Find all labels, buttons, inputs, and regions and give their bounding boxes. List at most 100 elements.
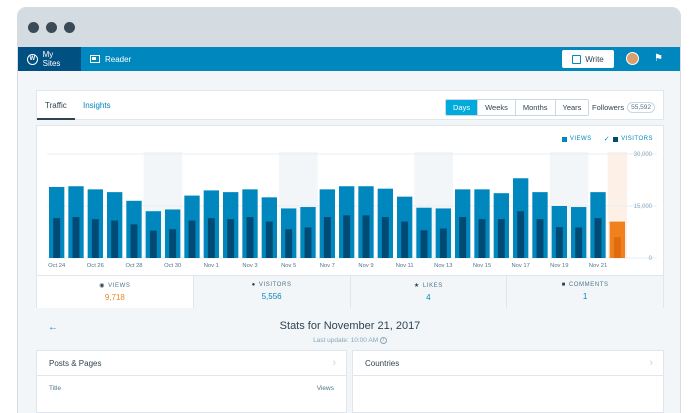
summary-views-value: 9,718 [104, 293, 125, 302]
visitors-bar [53, 218, 61, 258]
avatar[interactable] [626, 52, 639, 65]
legend-visitors[interactable]: ✓ VISITORS [604, 135, 653, 143]
write-button[interactable]: Write [562, 50, 614, 68]
visitors-bar [188, 220, 196, 258]
period-selector: Days Weeks Months Years [445, 99, 590, 116]
summary-tab-visitors[interactable]: ● VISITORS 5,556 [192, 276, 350, 308]
views-swatch [561, 136, 567, 142]
stats-navigation: Traffic Insights Days Weeks Months Years… [36, 90, 664, 120]
y-tick-label: 0 [649, 256, 653, 262]
visitors-bar [439, 228, 447, 258]
window-titlebar [18, 8, 680, 47]
visitors-bar [246, 217, 254, 258]
x-tick-label: Nov 17 [511, 263, 529, 269]
summary-visitors-label: VISITORS [258, 282, 292, 288]
summary-comments-label: COMMENTS [568, 282, 609, 288]
visitors-bar [285, 229, 293, 258]
window-maximize-dot[interactable] [64, 22, 75, 33]
visitors-bar [265, 221, 273, 258]
stats-chart-panel: VIEWS ✓ VISITORS 30,000 15,000 0 Oct 24 Oct … [36, 125, 664, 308]
posts-card-title: Posts & Pages [49, 359, 102, 368]
reader-button[interactable]: Reader [81, 47, 140, 71]
visitors-bar [575, 227, 583, 258]
visitors-bar [91, 219, 99, 258]
countries-card-header[interactable]: Countries › [353, 351, 663, 376]
back-arrow-icon[interactable]: ← [48, 322, 58, 333]
x-tick-label: Oct 28 [125, 263, 142, 269]
visitors-bar [459, 217, 467, 258]
window-minimize-dot[interactable] [46, 22, 57, 33]
y-tick-label: 30,000 [634, 152, 653, 158]
summary-likes-value: 4 [426, 293, 431, 302]
posts-column-headers: Title Views [37, 376, 346, 401]
visitors-bar [555, 227, 563, 258]
posts-col-views: Views [316, 385, 334, 392]
visitors-bar [381, 217, 389, 258]
summary-comments-value: 1 [582, 292, 588, 301]
write-label: Write [585, 54, 604, 64]
visitors-bar [401, 221, 409, 258]
visitors-bar [420, 230, 428, 258]
summary-tab-views[interactable]: ◉ VIEWS 9,718 [37, 276, 193, 308]
window-close-dot[interactable] [28, 22, 39, 33]
legend-views: VIEWS [561, 135, 592, 143]
x-tick-label: Oct 30 [164, 263, 181, 269]
followers-count: 55,592 [627, 102, 655, 113]
visitors-bar [227, 219, 235, 258]
followers-link[interactable]: Followers 55,592 [592, 102, 655, 113]
x-tick-label: Nov 5 [281, 263, 296, 269]
posts-col-title: Title [49, 385, 62, 392]
visitors-bar [497, 219, 505, 258]
x-tick-label: Nov 19 [550, 263, 568, 269]
notifications-icon[interactable]: ⚑ [654, 53, 663, 64]
visitors-bar [536, 219, 544, 258]
x-tick-label: Oct 26 [87, 263, 104, 269]
summary-tabs: ◉ VIEWS 9,718 ● VISITORS 5,556 ★ LIKES 4 ■ C… [37, 275, 663, 308]
x-tick-label: Nov 7 [320, 263, 335, 269]
my-sites-label: My Sites [42, 50, 61, 68]
reader-icon [90, 55, 100, 63]
tab-traffic[interactable]: Traffic [37, 91, 75, 120]
bar-chart: 30,000 15,000 0 Oct 24 Oct 26 Oct 28 Oct 30 Nov… [47, 152, 657, 269]
period-days[interactable]: Days [446, 100, 478, 115]
visitors-bar [207, 218, 215, 258]
period-months[interactable]: Months [514, 100, 555, 115]
visitors-bar [594, 218, 602, 258]
summary-visitors-value: 5,556 [261, 292, 282, 301]
visitors-bar [111, 220, 119, 258]
visitors-bar [149, 230, 157, 258]
countries-card: Countries › [352, 350, 664, 413]
eye-icon: ◉ [99, 283, 106, 289]
visitors-bar [72, 217, 80, 258]
person-icon: ● [251, 282, 256, 288]
wordpress-logo-icon: W [27, 53, 38, 65]
x-tick-label: Nov 9 [358, 263, 373, 269]
info-icon[interactable]: i [379, 337, 387, 344]
x-tick-label: Oct 24 [48, 263, 66, 269]
summary-views-label: VIEWS [108, 282, 131, 289]
visitors-bar [613, 237, 621, 258]
visitors-bar [478, 219, 486, 258]
checkmark-icon: ✓ [603, 136, 611, 143]
summary-tab-comments[interactable]: ■ COMMENTS 1 [506, 276, 663, 308]
summary-tab-likes[interactable]: ★ LIKES 4 [349, 276, 507, 308]
my-sites-button[interactable]: W My Sites [18, 47, 81, 71]
browser-window: W My Sites Reader Write ⚑ Traffic Insigh… [18, 8, 680, 413]
visitors-bar [323, 217, 331, 258]
period-weeks[interactable]: Weeks [477, 100, 515, 115]
period-years[interactable]: Years [554, 100, 589, 115]
tab-insights[interactable]: Insights [83, 101, 111, 110]
visitors-swatch [613, 136, 619, 142]
chevron-right-icon: › [649, 357, 653, 369]
visitors-bar [130, 224, 138, 258]
x-tick-label: Nov 3 [242, 263, 257, 269]
posts-card-header[interactable]: Posts & Pages › [37, 351, 346, 376]
legend-views-label: VIEWS [569, 136, 592, 142]
visitors-bar [304, 227, 312, 258]
visitors-bar [169, 229, 177, 258]
followers-label: Followers [592, 103, 625, 112]
visitors-bar [517, 211, 525, 258]
masterbar: W My Sites Reader Write ⚑ [18, 47, 680, 71]
x-tick-label: Nov 15 [473, 263, 491, 269]
visitors-bar [343, 215, 351, 258]
